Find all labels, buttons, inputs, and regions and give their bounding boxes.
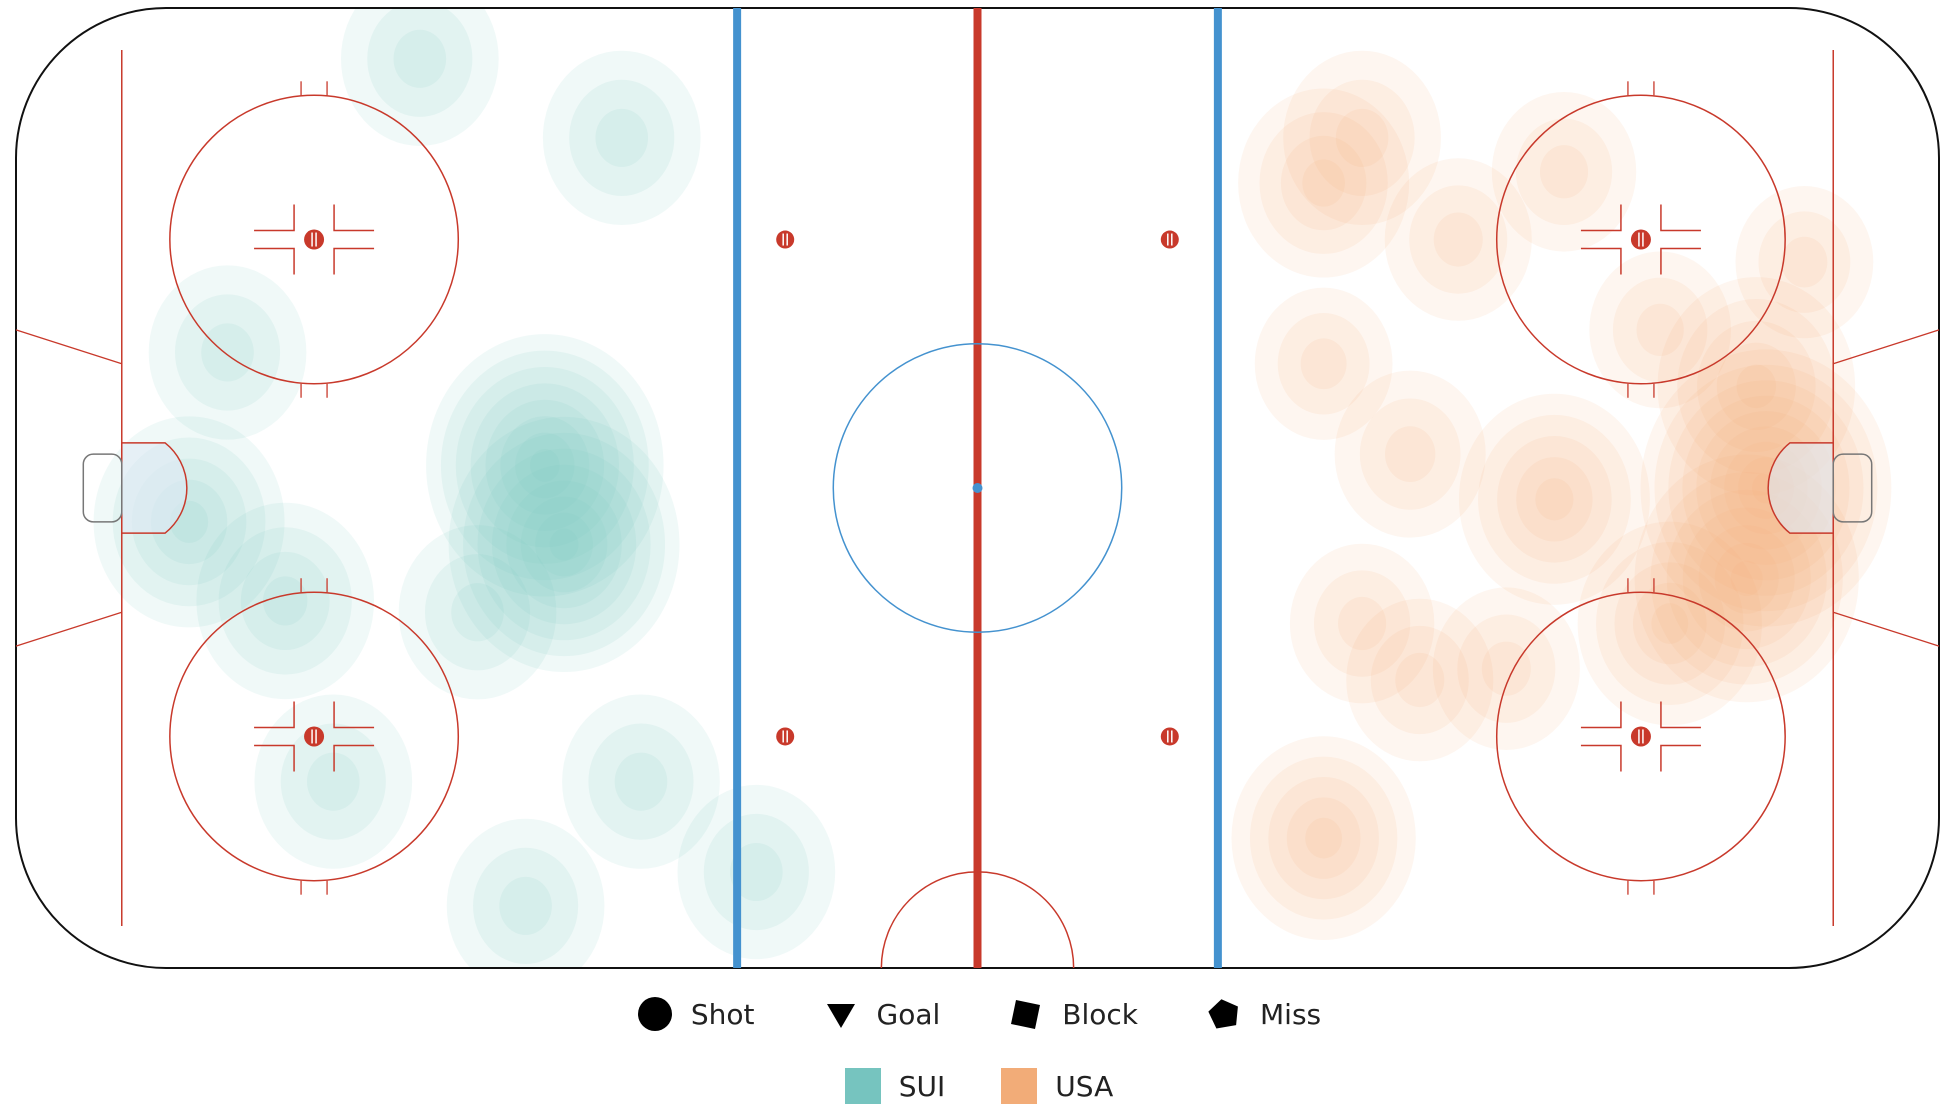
density-cluster-usa xyxy=(1491,91,1637,252)
legend-label: Goal xyxy=(876,997,941,1031)
density-cluster-usa xyxy=(1231,736,1416,940)
team-legend: SUI USA xyxy=(0,1060,1958,1112)
density-cluster-sui xyxy=(196,502,375,700)
density-cluster-usa xyxy=(1577,521,1762,726)
team-color-swatch xyxy=(844,1068,881,1104)
legend-label: USA xyxy=(1055,1069,1114,1103)
faceoff-l-marker xyxy=(1660,247,1701,275)
faceoff-l-marker xyxy=(1580,744,1622,772)
density-cluster-sui xyxy=(542,50,701,226)
legend-label: SUI xyxy=(898,1069,946,1103)
faceoff-l-marker xyxy=(333,701,375,729)
trapezoid-line xyxy=(1833,611,1940,647)
referee-crease xyxy=(880,871,1075,969)
density-cluster-sui xyxy=(398,525,557,700)
faceoff-l-marker xyxy=(254,701,295,729)
faceoff-dot xyxy=(1630,726,1651,747)
goal-net-left xyxy=(82,453,123,523)
trapezoid-line xyxy=(15,611,122,647)
goal-crease-right xyxy=(1767,442,1834,534)
faceoff-circle xyxy=(169,591,460,882)
density-cluster-sui xyxy=(254,694,413,869)
neutral-zone-faceoff-dot xyxy=(776,727,795,746)
legend-item-goal[interactable]: Goal xyxy=(823,996,941,1032)
density-cluster-sui xyxy=(148,265,307,440)
heatmap-layer xyxy=(93,8,1892,968)
density-cluster-sui xyxy=(677,784,836,960)
center-dot xyxy=(972,483,983,493)
density-cluster-usa xyxy=(1238,88,1410,278)
faceoff-l-marker xyxy=(254,247,295,275)
circle-marker-icon xyxy=(637,997,672,1031)
density-cluster-usa xyxy=(1334,370,1486,538)
faceoff-l-marker xyxy=(1660,744,1701,772)
density-cluster-sui xyxy=(426,334,664,597)
density-cluster-usa xyxy=(1458,393,1650,605)
rink-markings xyxy=(15,7,1940,969)
center-circle xyxy=(832,343,1123,633)
faceoff-l-marker xyxy=(1660,701,1701,729)
density-cluster-sui xyxy=(446,818,605,968)
goal-net-right xyxy=(1832,453,1873,523)
density-cluster-sui xyxy=(562,694,720,869)
faceoff-circle xyxy=(169,94,460,385)
faceoff-circle xyxy=(1495,94,1786,385)
density-cluster-usa xyxy=(1254,287,1393,440)
legend-item-block[interactable]: Block xyxy=(1008,996,1138,1032)
square-marker-icon xyxy=(1011,1000,1041,1029)
density-cluster-usa xyxy=(1432,587,1580,750)
neutral-zone-faceoff-dot xyxy=(776,230,795,249)
faceoff-l-marker xyxy=(1660,204,1701,232)
trapezoid-line xyxy=(1833,329,1940,365)
legend-label: Miss xyxy=(1260,997,1322,1031)
faceoff-l-marker xyxy=(1580,247,1622,275)
faceoff-l-marker xyxy=(333,247,375,275)
legend-item-miss[interactable]: Miss xyxy=(1206,996,1321,1032)
density-cluster-usa xyxy=(1346,598,1494,762)
density-cluster-usa xyxy=(1589,251,1732,409)
faceoff-dot xyxy=(1630,229,1651,250)
legend-label: Shot xyxy=(690,997,755,1031)
density-cluster-usa xyxy=(1384,158,1532,321)
legend-item-sui[interactable]: SUI xyxy=(844,1068,946,1104)
neutral-zone-faceoff-dot xyxy=(1160,230,1179,249)
faceoff-l-marker xyxy=(333,744,375,772)
neutral-zone-faceoff-dot xyxy=(1160,727,1179,746)
density-cluster-usa xyxy=(1735,185,1874,339)
pentagon-marker-icon xyxy=(1208,999,1238,1029)
faceoff-dot xyxy=(304,229,325,250)
faceoff-l-marker xyxy=(254,744,295,772)
faceoff-circle xyxy=(1495,591,1786,882)
faceoff-l-marker xyxy=(333,204,375,232)
legend-label: Block xyxy=(1062,997,1138,1031)
team-color-swatch xyxy=(1001,1068,1038,1104)
density-cluster-sui xyxy=(340,8,499,146)
blue-line-left xyxy=(733,8,742,968)
triangle-down-marker-icon xyxy=(826,1004,855,1028)
trapezoid-line xyxy=(15,329,122,365)
event-legend: Shot Goal Block Miss xyxy=(0,988,1958,1040)
blue-line-right xyxy=(1213,8,1222,968)
faceoff-dot xyxy=(304,726,325,747)
legend-item-shot[interactable]: Shot xyxy=(637,996,755,1032)
density-cluster-usa xyxy=(1289,543,1435,704)
goal-crease-left xyxy=(121,442,188,534)
faceoff-l-marker xyxy=(254,204,295,232)
density-cluster-sui xyxy=(448,416,680,673)
legend-item-usa[interactable]: USA xyxy=(1001,1068,1113,1104)
density-cluster-usa xyxy=(1283,50,1441,226)
faceoff-l-marker xyxy=(1580,701,1622,729)
faceoff-l-marker xyxy=(1580,204,1622,232)
density-cluster-usa xyxy=(1657,277,1856,496)
